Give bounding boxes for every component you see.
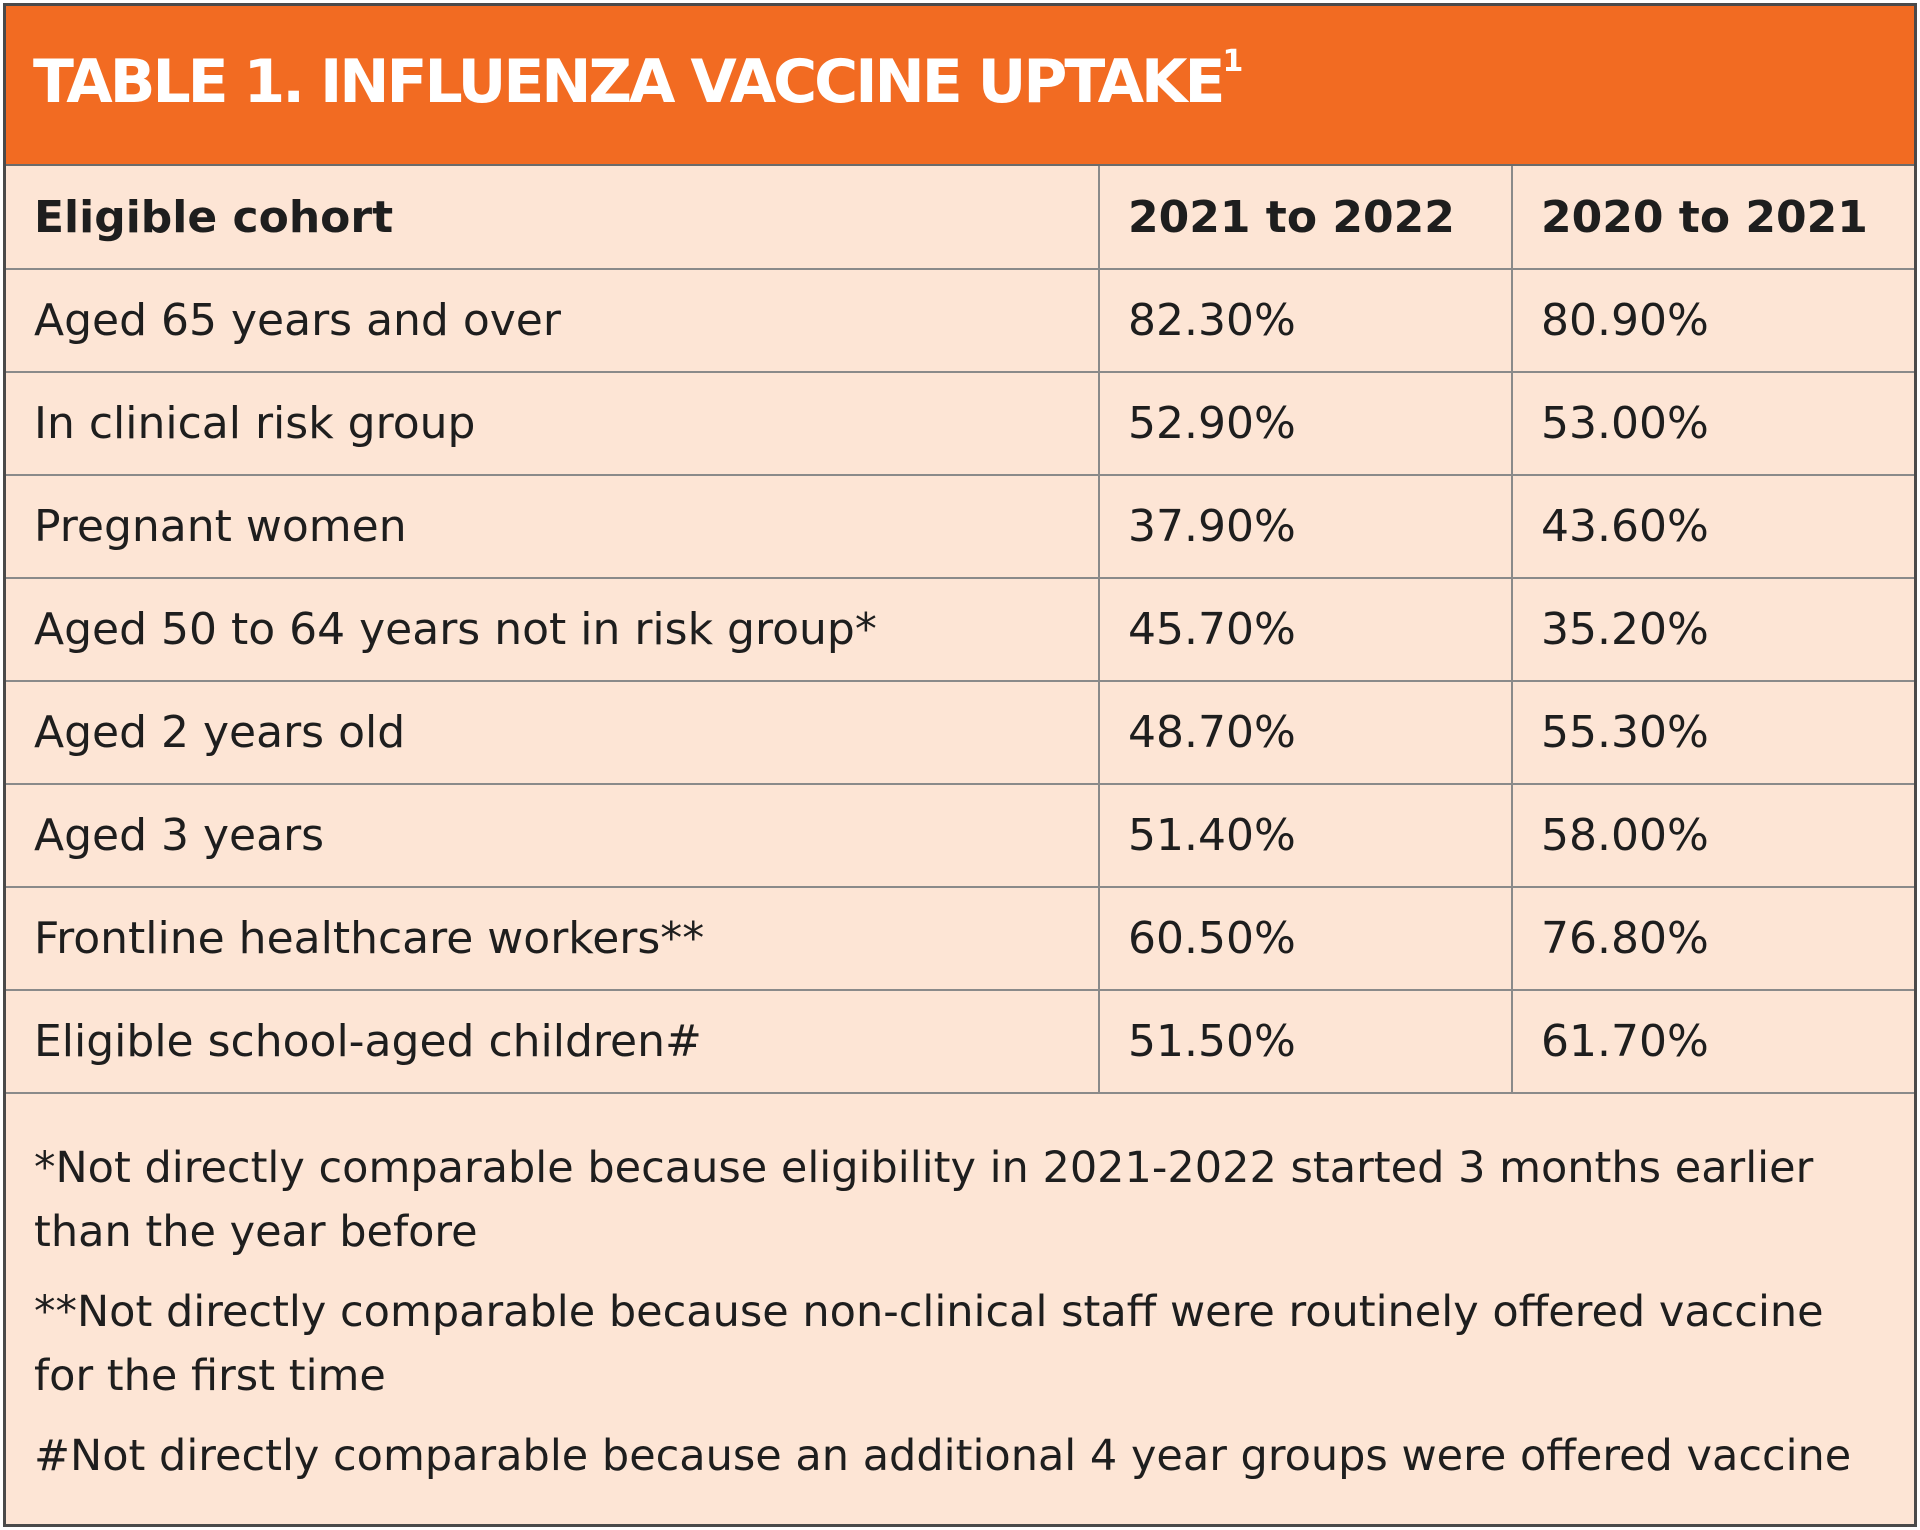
footnote-hash: #Not directly comparable because an addi… bbox=[34, 1431, 1852, 1481]
title-footnote-marker: 1 bbox=[1222, 44, 1244, 79]
cohort-cell: In clinical risk group bbox=[6, 372, 1099, 476]
uptake-2020-2021-cell: 61.70% bbox=[1511, 990, 1914, 1094]
uptake-2021-2022-cell: 37.90% bbox=[1098, 475, 1512, 579]
vaccine-uptake-table: Eligible cohort 2021 to 2022 2020 to 202… bbox=[6, 166, 1914, 1094]
cohort-cell: Aged 65 years and over bbox=[6, 269, 1099, 373]
uptake-2021-2022-cell: 51.50% bbox=[1098, 990, 1512, 1094]
uptake-2021-2022-cell: 82.30% bbox=[1098, 269, 1512, 373]
uptake-2020-2021-cell: 53.00% bbox=[1511, 372, 1914, 476]
table-row: Pregnant women 37.90% 43.60% bbox=[6, 475, 1914, 579]
uptake-2021-2022-cell: 60.50% bbox=[1098, 887, 1512, 991]
table-row: In clinical risk group 52.90% 53.00% bbox=[6, 372, 1914, 476]
uptake-2021-2022-cell: 51.40% bbox=[1098, 784, 1512, 888]
footnotes: *Not directly comparable because eligibi… bbox=[34, 1136, 1894, 1504]
cohort-cell: Frontline healthcare workers** bbox=[6, 887, 1099, 991]
table-title: TABLE 1. INFLUENZA VACCINE UPTAKE1 bbox=[33, 42, 1243, 122]
table-row: Aged 2 years old 48.70% 55.30% bbox=[6, 681, 1914, 785]
table-row: Aged 50 to 64 years not in risk group* 4… bbox=[6, 578, 1914, 682]
column-header-2020-2021: 2020 to 2021 bbox=[1511, 166, 1914, 270]
uptake-2020-2021-cell: 76.80% bbox=[1511, 887, 1914, 991]
table-title-text: TABLE 1. INFLUENZA VACCINE UPTAKE bbox=[33, 47, 1226, 117]
table-card: TABLE 1. INFLUENZA VACCINE UPTAKE1 Eligi… bbox=[3, 3, 1917, 1527]
uptake-2020-2021-cell: 80.90% bbox=[1511, 269, 1914, 373]
uptake-2021-2022-cell: 45.70% bbox=[1098, 578, 1512, 682]
uptake-2020-2021-cell: 43.60% bbox=[1511, 475, 1914, 579]
cohort-cell: Eligible school-aged children# bbox=[6, 990, 1099, 1094]
column-header-cohort: Eligible cohort bbox=[6, 166, 1099, 270]
footnote-single-asterisk: *Not directly comparable because eligibi… bbox=[34, 1143, 1814, 1257]
uptake-2020-2021-cell: 35.20% bbox=[1511, 578, 1914, 682]
uptake-2021-2022-cell: 52.90% bbox=[1098, 372, 1512, 476]
table-row: Eligible school-aged children# 51.50% 61… bbox=[6, 990, 1914, 1094]
table-row: Aged 65 years and over 82.30% 80.90% bbox=[6, 269, 1914, 373]
title-bar: TABLE 1. INFLUENZA VACCINE UPTAKE1 bbox=[6, 6, 1914, 166]
column-header-2021-2022: 2021 to 2022 bbox=[1098, 166, 1512, 270]
cohort-cell: Aged 50 to 64 years not in risk group* bbox=[6, 578, 1099, 682]
cohort-cell: Aged 3 years bbox=[6, 784, 1099, 888]
table-header-row: Eligible cohort 2021 to 2022 2020 to 202… bbox=[6, 166, 1914, 270]
cohort-cell: Aged 2 years old bbox=[6, 681, 1099, 785]
table-row: Frontline healthcare workers** 60.50% 76… bbox=[6, 887, 1914, 991]
cohort-cell: Pregnant women bbox=[6, 475, 1099, 579]
uptake-2020-2021-cell: 58.00% bbox=[1511, 784, 1914, 888]
uptake-2020-2021-cell: 55.30% bbox=[1511, 681, 1914, 785]
table-row: Aged 3 years 51.40% 58.00% bbox=[6, 784, 1914, 888]
uptake-2021-2022-cell: 48.70% bbox=[1098, 681, 1512, 785]
footnote-double-asterisk: **Not directly comparable because non-cl… bbox=[34, 1287, 1824, 1401]
